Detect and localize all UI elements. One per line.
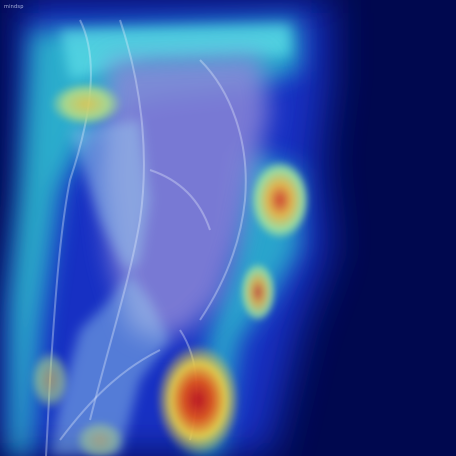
hotspot-lower — [156, 344, 240, 456]
hotspot-knee — [250, 160, 310, 240]
hotspot-mid-right — [240, 262, 276, 322]
hotspot-bottom-left — [75, 420, 125, 456]
corner-label: mindsp — [4, 4, 24, 10]
hotspot-lower-left — [30, 350, 70, 410]
bone-shadow — [50, 120, 170, 456]
hotspot-upper-left — [50, 82, 122, 126]
soft-tissue-region — [100, 55, 270, 340]
